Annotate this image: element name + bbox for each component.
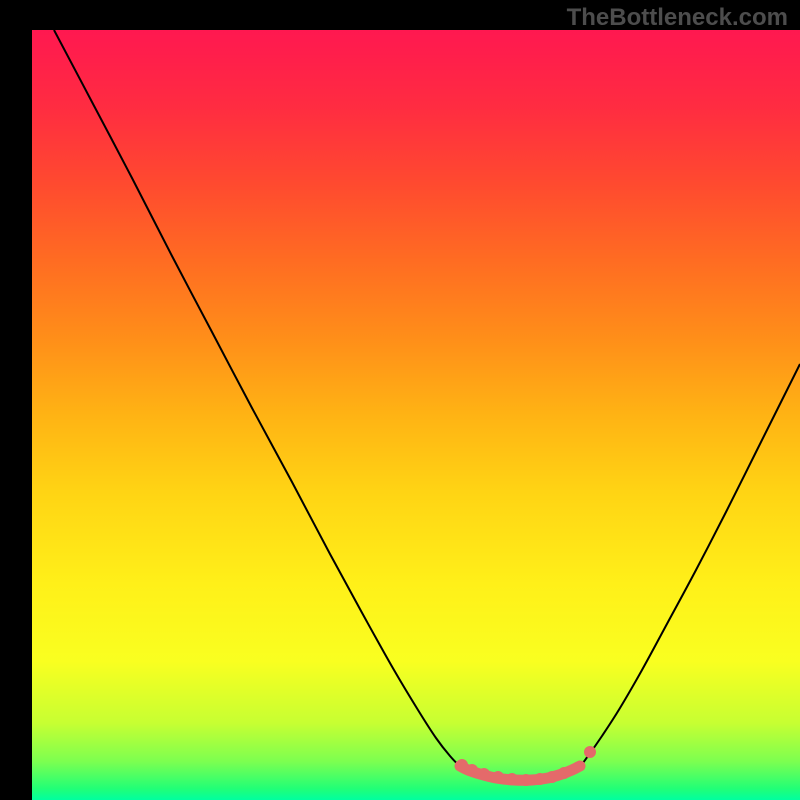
curve-marker <box>506 773 518 785</box>
curve-marker <box>558 767 570 779</box>
curve-marker <box>520 774 532 786</box>
curve-layer <box>32 30 800 800</box>
curve-marker <box>584 746 596 758</box>
curve-marker <box>534 773 546 785</box>
curve-marker <box>478 768 490 780</box>
chart-frame: TheBottleneck.com <box>0 0 800 800</box>
watermark-text: TheBottleneck.com <box>567 4 788 32</box>
plot-area <box>32 30 800 800</box>
curve-marker <box>466 764 478 776</box>
bottleneck-curve <box>54 30 800 780</box>
curve-marker <box>492 771 504 783</box>
curve-marker <box>546 771 558 783</box>
